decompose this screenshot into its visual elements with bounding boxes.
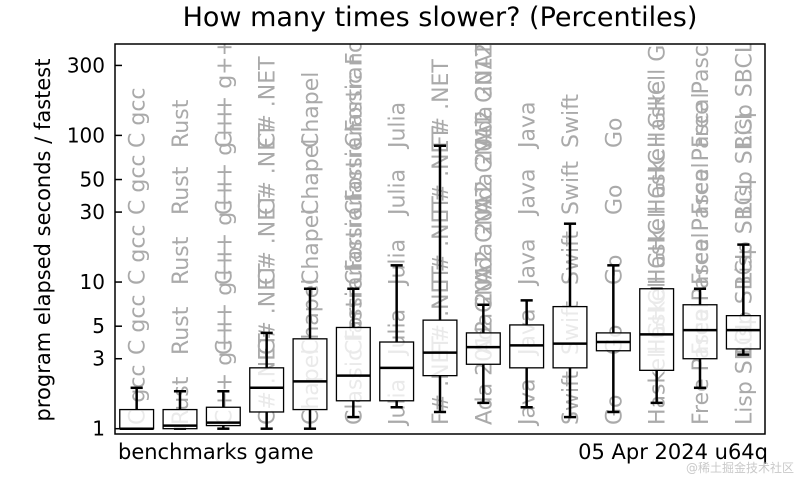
category-label: C# .NET	[256, 56, 281, 148]
chart-title: How many times slower? (Percentiles)	[182, 2, 698, 33]
category-label: Julia	[386, 102, 411, 150]
category-label: Haskell GHC	[646, 150, 671, 285]
category-label: F# .NET	[429, 126, 454, 215]
category-label: Java	[516, 379, 541, 427]
y-tick-label: 100	[67, 123, 105, 147]
box	[335, 326, 371, 402]
box-plot	[682, 287, 718, 390]
box-plot	[249, 331, 285, 430]
category-label: Rust	[169, 306, 194, 355]
category-label: Rust	[169, 236, 194, 285]
box-plot	[465, 303, 501, 405]
box-plot	[379, 264, 415, 409]
category-label: C++ g++	[212, 175, 237, 285]
box	[205, 406, 241, 427]
y-tick-label: 10	[80, 270, 105, 294]
category-label: C# .NET	[256, 263, 281, 355]
y-tick-label: 5	[92, 314, 105, 338]
boxes-layer	[119, 144, 761, 430]
category-label: C gcc	[126, 154, 151, 215]
box-plot	[292, 287, 328, 430]
category-label: C# .NET	[256, 123, 281, 215]
category-label: Rust	[169, 99, 194, 148]
y-ticks-layer: 1 3 5 10 30 50 100 300	[67, 53, 122, 441]
footer-left-text: benchmarks game	[118, 440, 314, 464]
box-plot	[422, 144, 458, 414]
category-label: C# .NET	[256, 193, 281, 285]
box	[292, 338, 328, 411]
box-plot	[725, 243, 761, 356]
category-label: Swift	[559, 231, 584, 285]
box-plot	[119, 386, 155, 430]
box	[249, 367, 285, 413]
plot-frame	[114, 43, 766, 435]
box	[552, 305, 588, 369]
category-label: Lisp SBCL	[732, 177, 757, 285]
category-label: C gcc	[126, 224, 151, 285]
category-label: Haskell GHC	[646, 13, 671, 148]
category-label: Java	[516, 169, 541, 217]
category-label: Java	[516, 239, 541, 287]
box-plot	[509, 299, 545, 409]
box-plot	[595, 264, 631, 414]
category-label: Free Pascal	[689, 92, 714, 215]
category-label: Java	[516, 102, 541, 150]
footer-right-text: 05 Apr 2024 u64q	[578, 440, 768, 464]
category-label: Go	[602, 394, 627, 425]
watermark-text: @稀土掘金技术社区	[685, 461, 794, 475]
category-label: Free Pascal	[689, 162, 714, 285]
box	[725, 314, 761, 350]
category-label: Ada 2012 GNAT	[472, 182, 497, 355]
category-label: Ada 2012 GNAT	[472, 0, 497, 148]
y-tick-label: 30	[80, 200, 105, 224]
category-label: Lisp SBCL	[732, 107, 757, 215]
box	[682, 304, 718, 360]
box-plot	[552, 222, 588, 419]
category-label: Julia	[386, 169, 411, 217]
category-label: Go	[602, 117, 627, 148]
category-label: Classic Fortran	[342, 0, 367, 148]
category-label: C++ g++	[212, 245, 237, 355]
category-label: Go	[602, 184, 627, 215]
box	[639, 288, 675, 371]
category-label: Classic Fortran	[342, 122, 367, 285]
box	[465, 332, 501, 365]
category-label: Rust	[169, 166, 194, 215]
category-label: F# .NET	[429, 196, 454, 285]
box-plot	[639, 287, 675, 405]
category-label: Julia	[386, 239, 411, 287]
category-label: Swift	[559, 94, 584, 148]
box	[162, 408, 198, 430]
box	[379, 341, 415, 402]
category-label: Classic Fortran	[342, 52, 367, 215]
y-axis-label: program elapsed seconds / fastest	[31, 59, 55, 422]
y-tick-label: 50	[80, 168, 105, 192]
category-label: Ada 2012 GNAT	[472, 42, 497, 215]
category-label: Haskell GHC	[646, 80, 671, 215]
category-label: Chapel	[299, 139, 324, 215]
category-label: Chapel	[299, 72, 324, 148]
category-label: C gcc	[126, 294, 151, 355]
y-tick-label: 3	[92, 347, 105, 371]
category-label: C gcc	[126, 87, 151, 148]
box	[422, 319, 458, 377]
category-label: F# .NET	[429, 59, 454, 148]
box-plot	[335, 287, 371, 419]
category-label: Swift	[559, 161, 584, 215]
box	[119, 408, 155, 430]
y-tick-label: 300	[67, 53, 105, 77]
category-label: C++ g++	[212, 38, 237, 148]
box-plot	[162, 390, 198, 430]
category-label: Free Pascal	[689, 25, 714, 148]
category-label: Go	[602, 254, 627, 285]
category-label: Lisp SBCL	[732, 40, 757, 148]
category-label: Chapel	[299, 209, 324, 285]
category-label: Ada 2012 GNAT	[472, 112, 497, 285]
y-tick-label: 1	[92, 417, 105, 441]
category-label: C++ g++	[212, 105, 237, 215]
box-plot	[205, 390, 241, 430]
